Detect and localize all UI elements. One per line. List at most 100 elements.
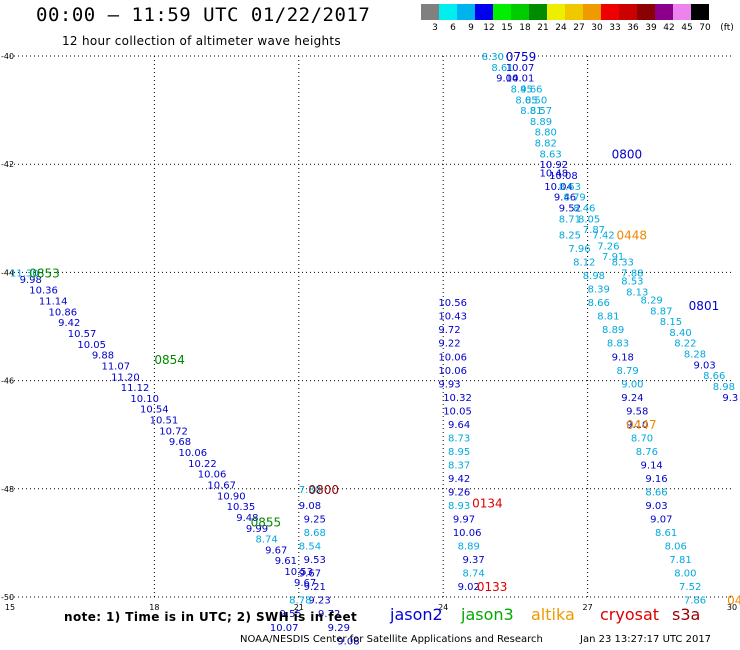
color-swatch-24 xyxy=(547,4,565,20)
wave-height-value: 9.21 xyxy=(304,582,326,593)
wave-height-value: 9.72 xyxy=(438,325,460,336)
wave-height-value: 9.16 xyxy=(645,474,667,485)
wave-height-value: 8.80 xyxy=(535,128,557,139)
wave-height-value: 10.05 xyxy=(77,340,106,351)
satellite-legend-altika: altika xyxy=(531,605,575,624)
lat-tick-label: -46 xyxy=(1,377,14,386)
wave-height-value: 8.66 xyxy=(645,488,667,499)
pass-time-label: 0447 xyxy=(626,418,657,432)
wave-height-value: 10.32 xyxy=(443,393,472,404)
wave-height-value: 10.06 xyxy=(438,366,467,377)
color-scale-label: 30 xyxy=(591,23,603,33)
wave-height-value: 10.57 xyxy=(68,329,97,340)
wave-height-value: 9.99 xyxy=(246,524,268,535)
wave-height-value: 9.02 xyxy=(458,582,480,593)
wave-height-value: 10.06 xyxy=(178,448,207,459)
wave-height-value: 9.93 xyxy=(438,379,460,390)
color-swatch-42 xyxy=(655,4,673,20)
wave-height-value: 8.66 xyxy=(588,298,610,309)
wave-height-value: 9.68 xyxy=(169,437,191,448)
wave-height-value: 10.06 xyxy=(438,352,467,363)
timestamp: Jan 23 13:27:17 UTC 2017 xyxy=(580,634,712,645)
wave-height-value: 8.79 xyxy=(564,193,586,204)
wave-height-value: 8.61 xyxy=(491,63,513,74)
color-scale-label: 18 xyxy=(519,23,531,33)
wave-height-value: 10.36 xyxy=(29,286,58,297)
wave-height-value: 9.58 xyxy=(626,406,648,417)
wave-height-value: 10.07 xyxy=(506,63,535,74)
color-scale-label: 70 xyxy=(699,23,711,33)
pass-time-label: 0853 xyxy=(29,266,60,280)
wave-height-value: 8.89 xyxy=(458,542,480,553)
wave-height-value: 9.22 xyxy=(438,339,460,350)
wave-height-value: 9.53 xyxy=(304,555,326,566)
color-scale-label: 42 xyxy=(663,23,675,33)
wave-height-value: 8.89 xyxy=(530,117,552,128)
wave-height-value: 8.74 xyxy=(255,535,277,546)
wave-height-value: 9.42 xyxy=(448,474,470,485)
wave-height-value: 8.70 xyxy=(631,433,653,444)
wave-height-value: 9.04 xyxy=(496,74,518,85)
wave-height-value: 8.78 xyxy=(289,596,311,607)
wave-height-value: 8.25 xyxy=(559,231,581,242)
wave-height-value: 7.52 xyxy=(679,582,701,593)
pass-time-label: 0759 xyxy=(506,50,537,64)
color-swatch-36 xyxy=(619,4,637,20)
wave-height-value: 9.3 xyxy=(722,393,738,404)
wave-height-value: 10.06 xyxy=(453,528,482,539)
wave-height-value: 8.93 xyxy=(448,501,470,512)
map-axis-ticks: 15 18 21 24 27 30 -40 -42 -44 -46 -48 -50 xyxy=(1,52,737,612)
wave-height-value: 8.63 xyxy=(559,182,581,193)
color-swatch-30 xyxy=(583,4,601,20)
wave-height-value: 8.40 xyxy=(669,328,691,339)
wave-height-value: 11.30 xyxy=(10,268,39,279)
color-scale-label: 36 xyxy=(627,23,639,33)
wave-height-value: 9.64 xyxy=(448,420,470,431)
wave-height-value: 8.89 xyxy=(602,325,624,336)
wave-height-value: 9.61 xyxy=(275,556,297,567)
wave-height-value: 8.29 xyxy=(641,295,663,306)
wave-height-value: 8.79 xyxy=(616,366,638,377)
wave-height-value: 10.92 xyxy=(539,160,568,171)
wave-height-value: 10.54 xyxy=(140,405,169,416)
wave-height-value: 9.67 xyxy=(294,578,316,589)
wave-height-value: 11.20 xyxy=(111,372,140,383)
wave-height-value: 8.73 xyxy=(448,433,470,444)
wave-height-value: 8.22 xyxy=(674,339,696,350)
wave-height-value: 9.18 xyxy=(612,352,634,363)
wave-height-value: 10.90 xyxy=(217,491,246,502)
wave-height-value: 9.37 xyxy=(462,555,484,566)
wave-height-value: 7.86 xyxy=(684,596,706,607)
wave-height-value: 10.43 xyxy=(438,312,467,323)
wave-height-value: 9.14 xyxy=(641,460,663,471)
wave-height-value: 9.08 xyxy=(337,636,359,647)
wave-height-value: 8.83 xyxy=(607,339,629,350)
pass-time-labels: 0759 0800 0448 0801 0447 0853 0854 0800 0855 0134… xyxy=(29,50,740,608)
wave-height-value: 8.68 xyxy=(304,528,326,539)
wave-height-value: 7.96 xyxy=(568,244,590,255)
color-scale-label: 27 xyxy=(573,23,585,33)
color-swatch-6 xyxy=(439,4,457,20)
wave-height-value: 10.07 xyxy=(270,623,299,634)
wave-height-value: 8.71 xyxy=(559,214,581,225)
wave-height-value: 10.35 xyxy=(227,502,256,513)
color-scale-label: 39 xyxy=(645,23,657,33)
color-scale-label: 24 xyxy=(555,23,567,33)
pass-time-label: 0801 xyxy=(689,299,720,313)
pass-time-label: 0133 xyxy=(477,580,508,594)
wave-height-value: 8.33 xyxy=(612,258,634,269)
wave-height-value: 8.82 xyxy=(535,139,557,150)
pass-time-label: 04 xyxy=(727,594,740,608)
wave-height-value: 11.14 xyxy=(39,297,68,308)
wave-height-value: 9.03 xyxy=(645,501,667,512)
wave-height-value: 8.28 xyxy=(684,350,706,361)
color-scale-label: 12 xyxy=(483,23,495,33)
wave-height-value: 9.97 xyxy=(453,515,475,526)
wave-height-value: 10.53 xyxy=(284,567,313,578)
color-swatch-27 xyxy=(565,4,583,20)
wave-height-value: 10.48 xyxy=(539,168,568,179)
wave-height-value: 8.13 xyxy=(626,287,648,298)
wave-height-value: 11.12 xyxy=(121,383,150,394)
page-subtitle: 12 hour collection of altimeter wave hei… xyxy=(62,34,341,48)
